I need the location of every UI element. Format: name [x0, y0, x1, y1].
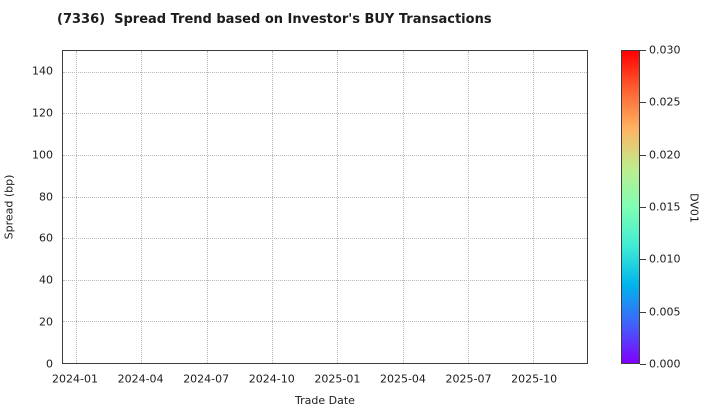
- x-gridline: [271, 51, 273, 363]
- colorbar-tick-label: 0.030: [649, 43, 681, 57]
- x-tick-label: 2024-10: [248, 372, 295, 386]
- y-tick-label: 120: [32, 106, 53, 120]
- y-gridline: [63, 155, 587, 156]
- x-tick-label: 2025-01: [314, 372, 361, 386]
- x-gridline: [141, 51, 143, 363]
- y-tick-label: 60: [39, 231, 53, 245]
- colorbar-tick-label: 0.000: [649, 357, 681, 371]
- x-tick-label: 2025-10: [511, 372, 558, 386]
- x-gridline: [533, 51, 535, 363]
- x-axis-label: Trade Date: [295, 394, 355, 407]
- x-tick-label: 2024-04: [117, 372, 164, 386]
- y-tick-label: 0: [46, 357, 53, 371]
- colorbar-tick-label: 0.025: [649, 95, 681, 109]
- y-tick-label: 100: [32, 148, 53, 162]
- colorbar-tick-label: 0.010: [649, 252, 681, 266]
- colorbar-tick-label: 0.015: [649, 200, 681, 214]
- colorbar-tick-label: 0.020: [649, 148, 681, 162]
- chart-title: (7336) Spread Trend based on Investor's …: [57, 12, 492, 27]
- x-gridline: [206, 51, 208, 363]
- plot-area: [62, 50, 588, 364]
- colorbar-label: DV01: [687, 193, 701, 223]
- colorbar-tick: [640, 102, 646, 104]
- x-tick-label: 2025-07: [445, 372, 492, 386]
- y-axis-label: Spread (bp): [2, 174, 16, 240]
- x-tick-label: 2024-07: [183, 372, 230, 386]
- y-tick-label: 40: [39, 273, 53, 287]
- y-gridline: [63, 71, 587, 73]
- y-gridline: [63, 238, 587, 240]
- colorbar-tick: [640, 259, 646, 261]
- x-tick-label: 2025-04: [379, 372, 426, 386]
- x-gridline: [467, 51, 469, 363]
- y-tick-label: 20: [39, 315, 53, 329]
- x-tick-label: 2024-01: [52, 372, 98, 386]
- colorbar: [621, 50, 640, 364]
- colorbar-tick: [640, 154, 646, 156]
- colorbar-tick: [640, 364, 646, 365]
- colorbar-tick: [640, 311, 646, 313]
- y-gridline: [63, 196, 587, 198]
- y-tick-label: 80: [39, 190, 53, 204]
- y-gridline: [63, 113, 587, 115]
- y-gridline: [63, 321, 587, 323]
- x-gridline: [75, 51, 77, 363]
- x-gridline: [337, 51, 339, 363]
- y-tick-label: 140: [32, 64, 53, 78]
- y-gridline: [63, 279, 587, 281]
- x-gridline: [402, 51, 404, 363]
- colorbar-tick: [640, 207, 646, 208]
- colorbar-tick: [640, 50, 646, 51]
- colorbar-tick-label: 0.005: [649, 305, 681, 319]
